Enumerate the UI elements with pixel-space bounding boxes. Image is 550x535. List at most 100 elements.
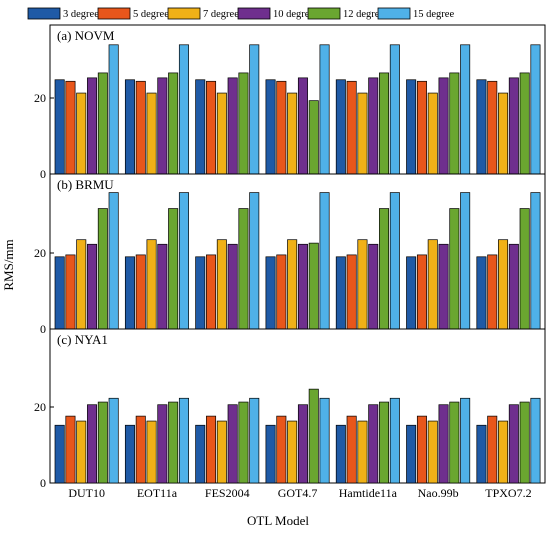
bar	[168, 208, 179, 330]
bar	[168, 72, 179, 175]
x-tick-label: TPXO7.2	[485, 486, 531, 500]
bar	[389, 192, 400, 330]
x-tick-label: GOT4.7	[278, 486, 318, 500]
bar	[265, 79, 276, 175]
bar	[530, 44, 541, 175]
bar	[157, 243, 168, 330]
bar	[335, 256, 346, 330]
panel-label: (c) NYA1	[57, 332, 108, 347]
legend-item: 10 degree	[237, 7, 314, 20]
bar	[379, 208, 390, 330]
bar	[216, 92, 227, 175]
bar	[438, 243, 449, 330]
bar	[227, 243, 238, 330]
bar	[97, 72, 108, 175]
bar	[238, 72, 249, 175]
bar	[297, 404, 308, 484]
bar	[76, 420, 87, 484]
bar	[178, 397, 189, 484]
bar	[135, 415, 146, 484]
bar	[519, 401, 530, 484]
bar	[54, 424, 65, 484]
bar	[108, 397, 119, 484]
legend-item: 3 degree	[27, 7, 99, 20]
bar	[276, 415, 287, 484]
bar	[438, 77, 449, 175]
bar	[238, 401, 249, 484]
bar	[460, 192, 471, 330]
bar	[427, 92, 438, 175]
y-tick-label: 0	[40, 167, 46, 181]
legend-label: 15 degree	[413, 9, 454, 20]
bar	[135, 254, 146, 330]
legend-swatch	[307, 7, 341, 20]
bar	[530, 192, 541, 330]
legend-item: 5 degree	[97, 7, 169, 20]
bar	[308, 388, 319, 484]
bar	[297, 243, 308, 330]
bar	[346, 254, 357, 330]
bar	[276, 80, 287, 175]
legend: 3 degree 5 degree 7 degree 10 degree 12 degr…	[27, 7, 454, 20]
bar	[335, 424, 346, 484]
bar	[357, 420, 368, 484]
bar	[238, 208, 249, 330]
bar	[508, 404, 519, 484]
bar	[476, 256, 487, 330]
bar	[406, 256, 417, 330]
bar	[508, 77, 519, 175]
bar	[146, 420, 157, 484]
legend-item: 12 degree	[307, 7, 384, 20]
bar	[287, 420, 298, 484]
bar	[308, 100, 319, 175]
x-tick-label: Hamtide11a	[339, 486, 398, 500]
bar	[476, 79, 487, 175]
legend-swatch	[237, 7, 271, 20]
y-tick-label: 0	[40, 322, 46, 336]
bar	[108, 192, 119, 330]
bar	[227, 77, 238, 175]
legend-label: 3 degree	[63, 9, 99, 20]
bar	[54, 256, 65, 330]
legend-swatch	[167, 7, 201, 20]
bar	[368, 77, 379, 175]
panel-frame	[49, 24, 546, 175]
bar	[368, 243, 379, 330]
legend-label: 5 degree	[133, 9, 169, 20]
bar	[460, 44, 471, 175]
panel-frame	[49, 328, 546, 484]
bar	[346, 415, 357, 484]
bar	[508, 243, 519, 330]
bar	[438, 404, 449, 484]
bar	[206, 80, 217, 175]
bar	[498, 92, 509, 175]
bar	[178, 44, 189, 175]
bar	[335, 79, 346, 175]
bar	[249, 397, 260, 484]
bar	[389, 397, 400, 484]
legend-item: 15 degree	[377, 7, 454, 20]
bar	[168, 401, 179, 484]
bar	[379, 401, 390, 484]
bar	[427, 239, 438, 330]
bar	[368, 404, 379, 484]
panel-label: (a) NOVM	[57, 28, 115, 43]
bar	[157, 404, 168, 484]
bar	[216, 239, 227, 330]
bar	[249, 44, 260, 175]
legend-label: 7 degree	[203, 9, 239, 20]
bar	[416, 80, 427, 175]
bar	[416, 254, 427, 330]
bar	[54, 79, 65, 175]
bar	[227, 404, 238, 484]
bar	[346, 80, 357, 175]
bar	[87, 77, 98, 175]
x-axis-label: OTL Model	[247, 513, 309, 528]
bar	[76, 239, 87, 330]
bar	[530, 397, 541, 484]
bar	[124, 424, 135, 484]
bar	[157, 77, 168, 175]
bar	[487, 80, 498, 175]
panel: (b) BRMU 0 20	[34, 173, 546, 336]
